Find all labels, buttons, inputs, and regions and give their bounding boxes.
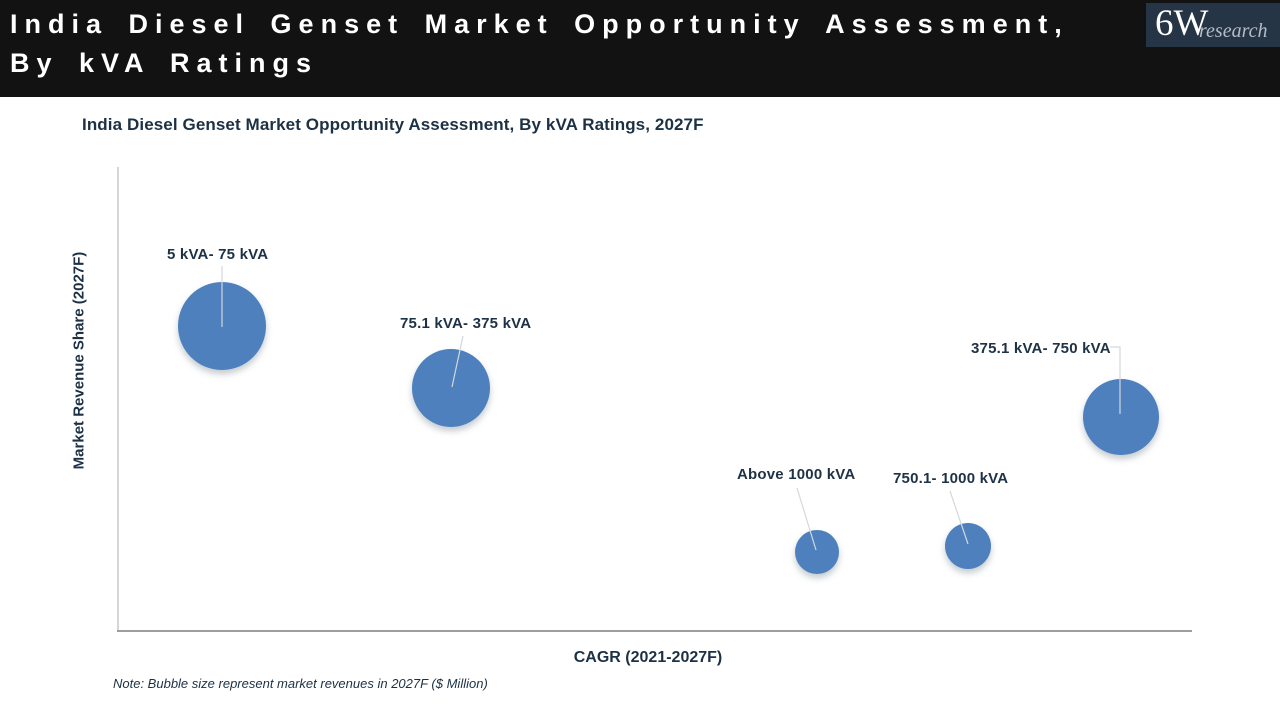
chart-note: Note: Bubble size represent market reven… <box>113 676 488 691</box>
leader-line-5 <box>1110 346 1121 414</box>
bubble-label-4: 750.1- 1000 kVA <box>893 470 1009 487</box>
bubble-label-2: 75.1 kVA- 375 kVA <box>400 315 532 332</box>
chart-title: India Diesel Genset Market Opportunity A… <box>82 115 704 134</box>
leader-line-4 <box>949 490 969 545</box>
logo-6w-text: 6W <box>1155 3 1209 44</box>
bubbles-layer <box>178 282 1159 574</box>
leader-lines-layer <box>221 266 1121 551</box>
leader-line-3 <box>796 487 817 551</box>
bubble-label-5: 375.1 kVA- 750 kVA <box>971 340 1111 357</box>
company-logo: 6W research <box>1146 3 1280 47</box>
bubble-label-3: Above 1000 kVA <box>737 466 856 483</box>
bubble-2 <box>412 349 490 427</box>
page-title: India Diesel Genset Market Opportunity A… <box>10 9 1069 78</box>
y-axis-title: Market Revenue Share (2027F) <box>70 251 88 470</box>
leader-line-2 <box>451 335 464 388</box>
bubble-5 <box>1083 379 1159 455</box>
bubble-4 <box>945 523 991 569</box>
bubble-label-1: 5 kVA- 75 kVA <box>167 246 269 263</box>
bubble-3 <box>795 530 839 574</box>
logo-research-text: research <box>1199 20 1268 42</box>
x-axis-title: CAGR (2021-2027F) <box>573 649 723 666</box>
header-band: India Diesel Genset Market Opportunity A… <box>0 0 1280 97</box>
